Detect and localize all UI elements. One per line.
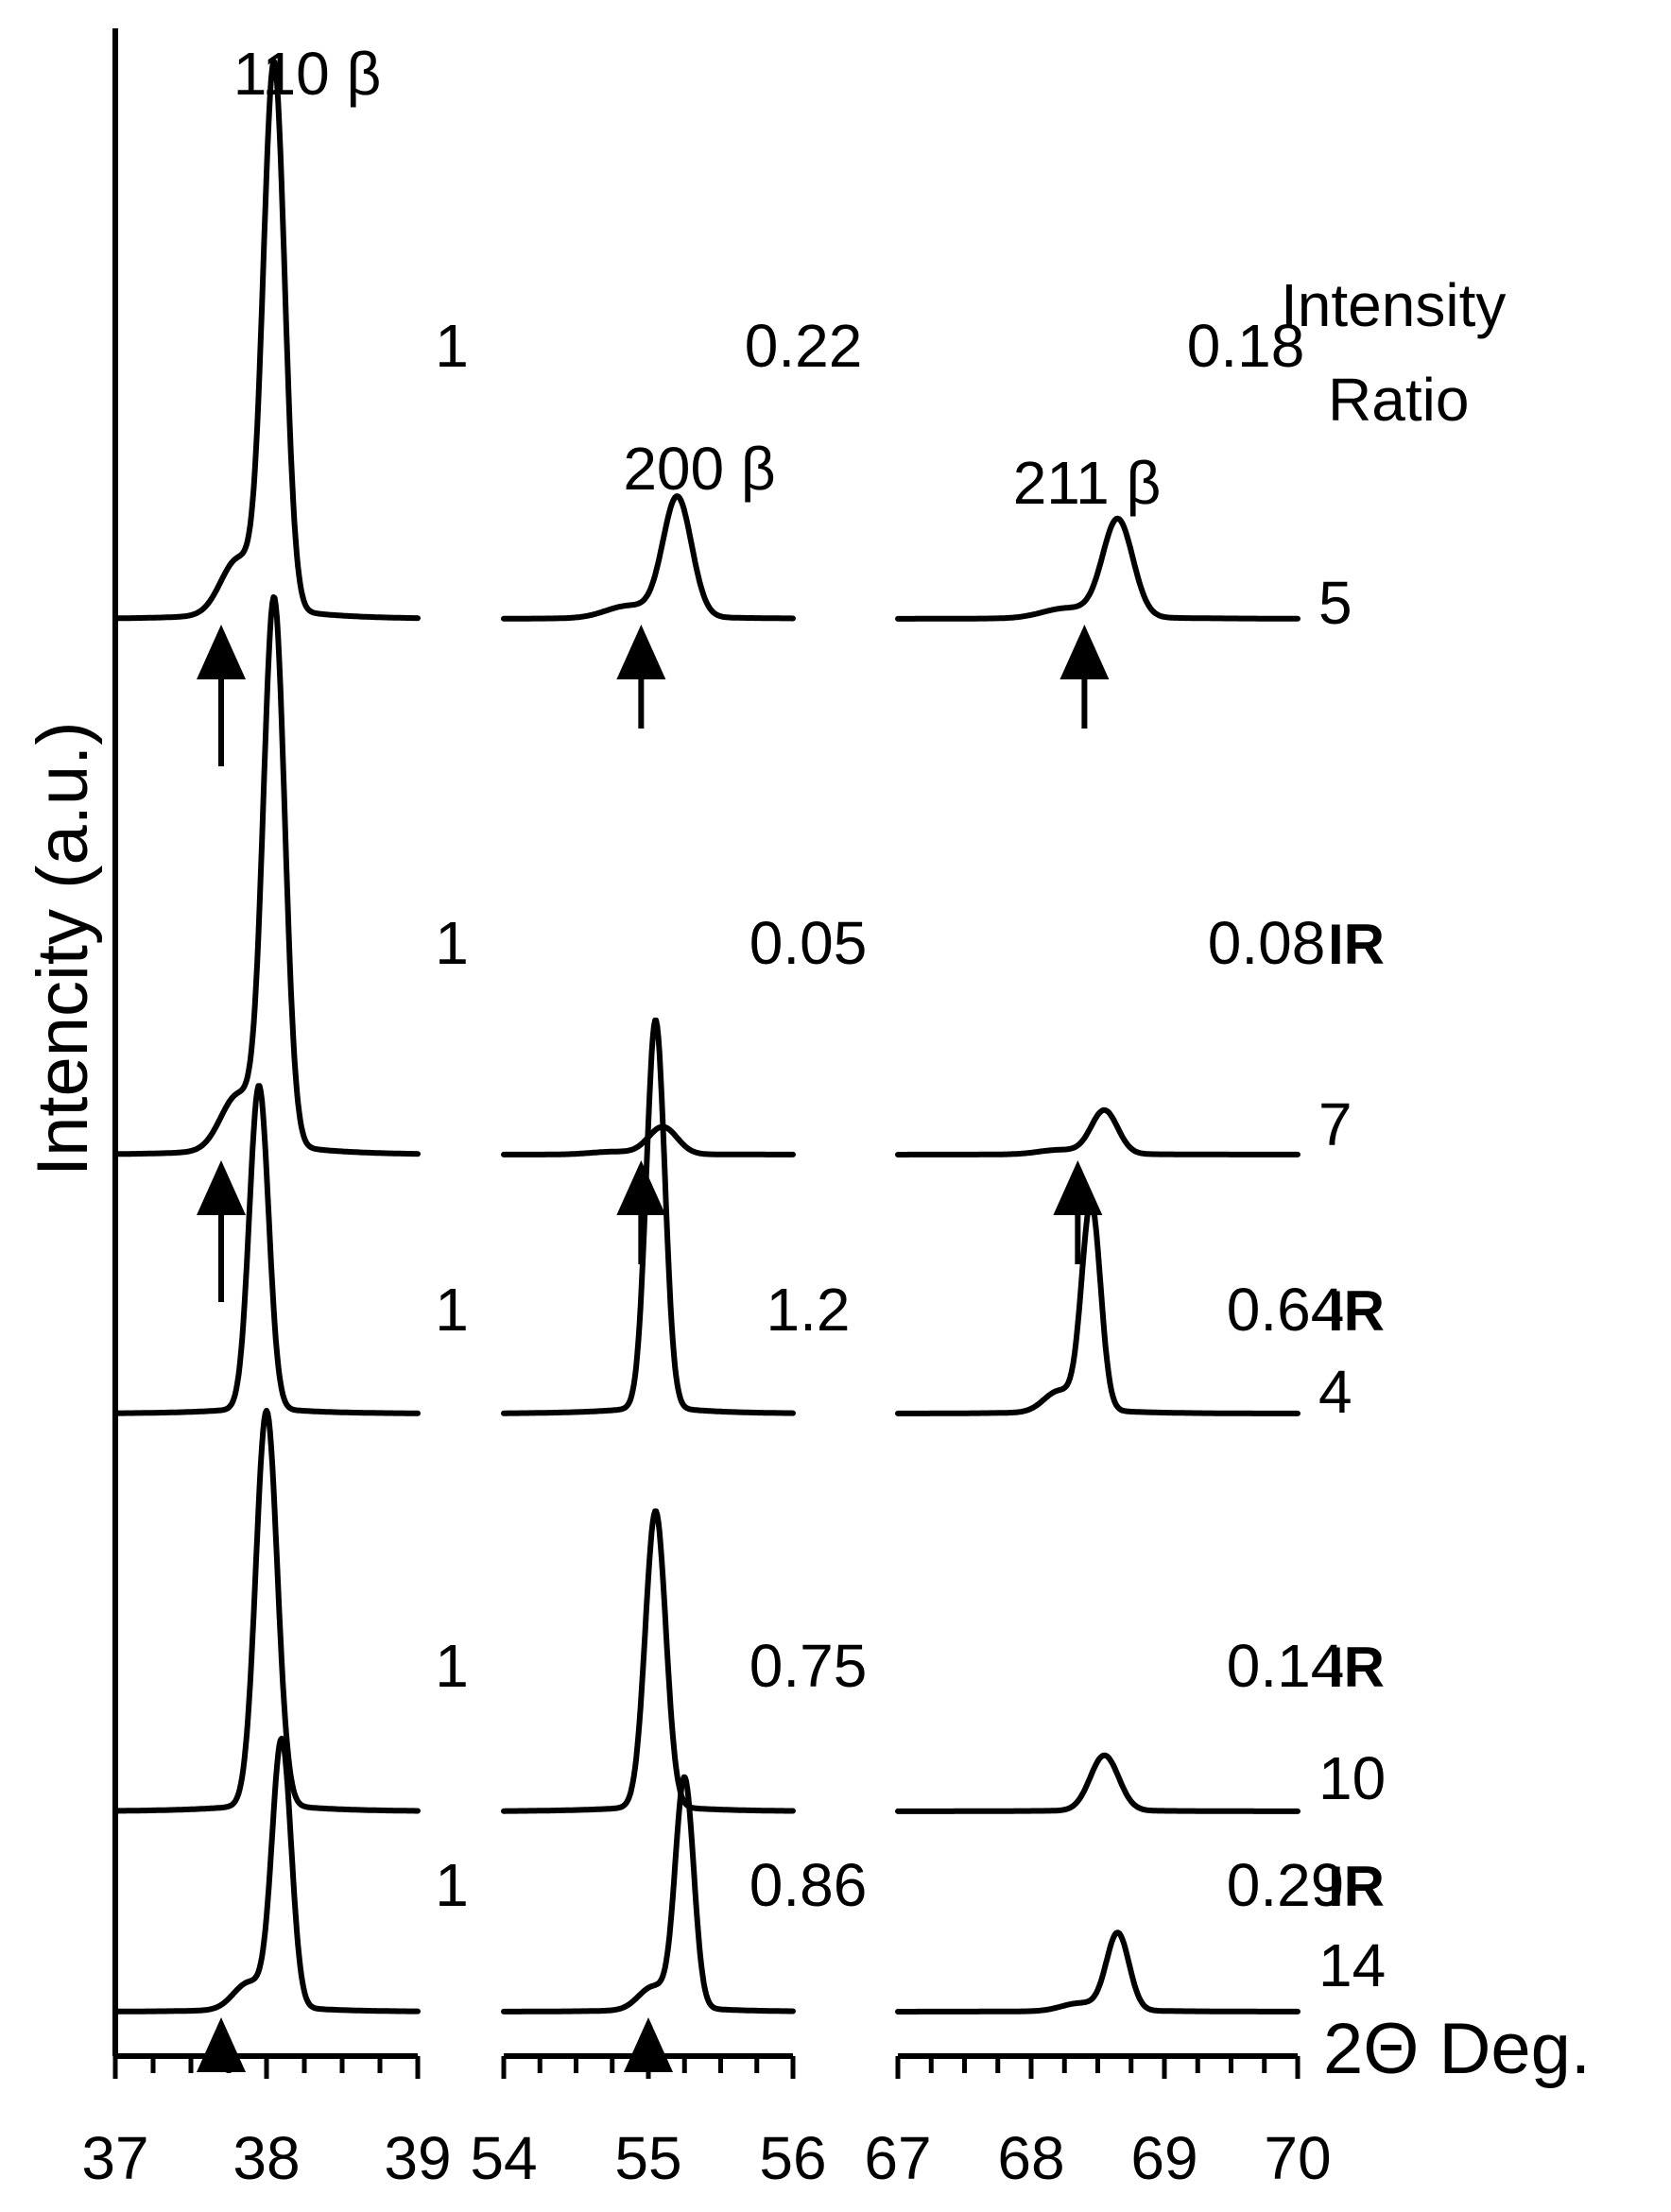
tick-label: 69 [1130, 2124, 1197, 2192]
tick-label: 68 [997, 2124, 1064, 2192]
ratio-5-2: 0.22 [745, 312, 863, 380]
ir-tag-14: IR [1328, 1855, 1385, 1918]
tick-label: 37 [81, 2124, 148, 2192]
tick-label: 55 [614, 2124, 681, 2192]
ratio-14-3: 0.29 [1227, 1851, 1345, 1919]
labels-layer: Intencity (a.u.) 2Θ Deg. Intensity Ratio… [23, 40, 1591, 2089]
axes-layer: 37 38 39 54 55 56 67 68 69 70 [81, 28, 1332, 2192]
curve-5-panel-1 [112, 58, 421, 622]
curve-5-panel-2 [501, 493, 796, 622]
ratio-5-1: 1 [435, 312, 469, 380]
ir-tag-10: IR [1328, 1636, 1385, 1699]
arrow-head-5-2 [616, 625, 666, 679]
peak-label-panel-2: 200 β [623, 435, 775, 503]
tick-label: 54 [470, 2124, 537, 2192]
ratio-10-3: 0.14 [1227, 1632, 1345, 1700]
arrow-head-7-1 [197, 1160, 246, 1215]
curve-14-panel-1 [112, 1735, 421, 2015]
arrow-head-14-2 [624, 2017, 673, 2072]
ir-tag-4: IR [1328, 1279, 1385, 1343]
x-axis-label: 2Θ Deg. [1323, 2009, 1591, 2089]
ratio-4-3: 0.64 [1227, 1276, 1345, 1344]
sample-label-10: 10 [1318, 1744, 1386, 1812]
curve-7-panel-1 [112, 593, 421, 1157]
curve-14-panel-2 [501, 1774, 796, 2015]
arrow-head-5-3 [1059, 625, 1110, 679]
ratio-4-1: 1 [435, 1276, 469, 1344]
curve-10-panel-2 [501, 1508, 796, 1814]
peak-label-panel-1: 110 β [233, 40, 382, 108]
curve-4-panel-3 [895, 1198, 1301, 1416]
ratio-10-1: 1 [435, 1632, 469, 1700]
tick-label: 70 [1264, 2124, 1331, 2192]
sample-label-14: 14 [1318, 1931, 1386, 1999]
ratio-7-2: 0.05 [749, 909, 868, 977]
tick-label: 38 [233, 2124, 300, 2192]
arrow-head-7-2 [616, 1160, 666, 1215]
arrows-layer [197, 625, 1110, 2072]
ratio-header-line-2: Ratio [1328, 366, 1469, 434]
curve-7-panel-3 [895, 1106, 1301, 1157]
ratio-7-1: 1 [435, 909, 469, 977]
curve-5-panel-3 [895, 515, 1301, 622]
y-axis-label: Intencity (a.u.) [23, 721, 103, 1176]
curve-10-panel-1 [112, 1407, 421, 1814]
sample-label-7: 7 [1318, 1090, 1352, 1158]
sample-label-4: 4 [1318, 1358, 1352, 1426]
ratio-5-3: 0.18 [1187, 312, 1305, 380]
curves-layer [112, 58, 1301, 2015]
arrow-head-7-3 [1053, 1160, 1103, 1215]
sample-label-5: 5 [1318, 569, 1352, 637]
peak-label-panel-3: 211 β [1013, 449, 1162, 517]
ratio-header-line-1: Intensity [1281, 271, 1506, 339]
arrow-head-5-1 [197, 625, 246, 679]
curve-14-panel-3 [895, 1929, 1301, 2015]
curve-4-panel-2 [501, 1017, 796, 1416]
ratio-14-1: 1 [435, 1851, 469, 1919]
tick-label: 56 [759, 2124, 826, 2192]
tick-label: 67 [864, 2124, 931, 2192]
tick-label: 39 [384, 2124, 451, 2192]
curve-4-panel-1 [112, 1083, 421, 1416]
ratio-10-2: 0.75 [749, 1632, 868, 1700]
arrow-head-14-1 [197, 2017, 246, 2072]
curve-10-panel-3 [895, 1752, 1301, 1814]
ratio-4-2: 1.2 [767, 1276, 851, 1344]
ratio-7-3: 0.08 [1208, 909, 1326, 977]
ratio-14-2: 0.86 [749, 1851, 868, 1919]
ir-tag-7: IR [1328, 913, 1385, 976]
